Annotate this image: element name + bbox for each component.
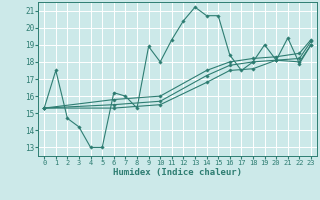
X-axis label: Humidex (Indice chaleur): Humidex (Indice chaleur) [113, 168, 242, 177]
